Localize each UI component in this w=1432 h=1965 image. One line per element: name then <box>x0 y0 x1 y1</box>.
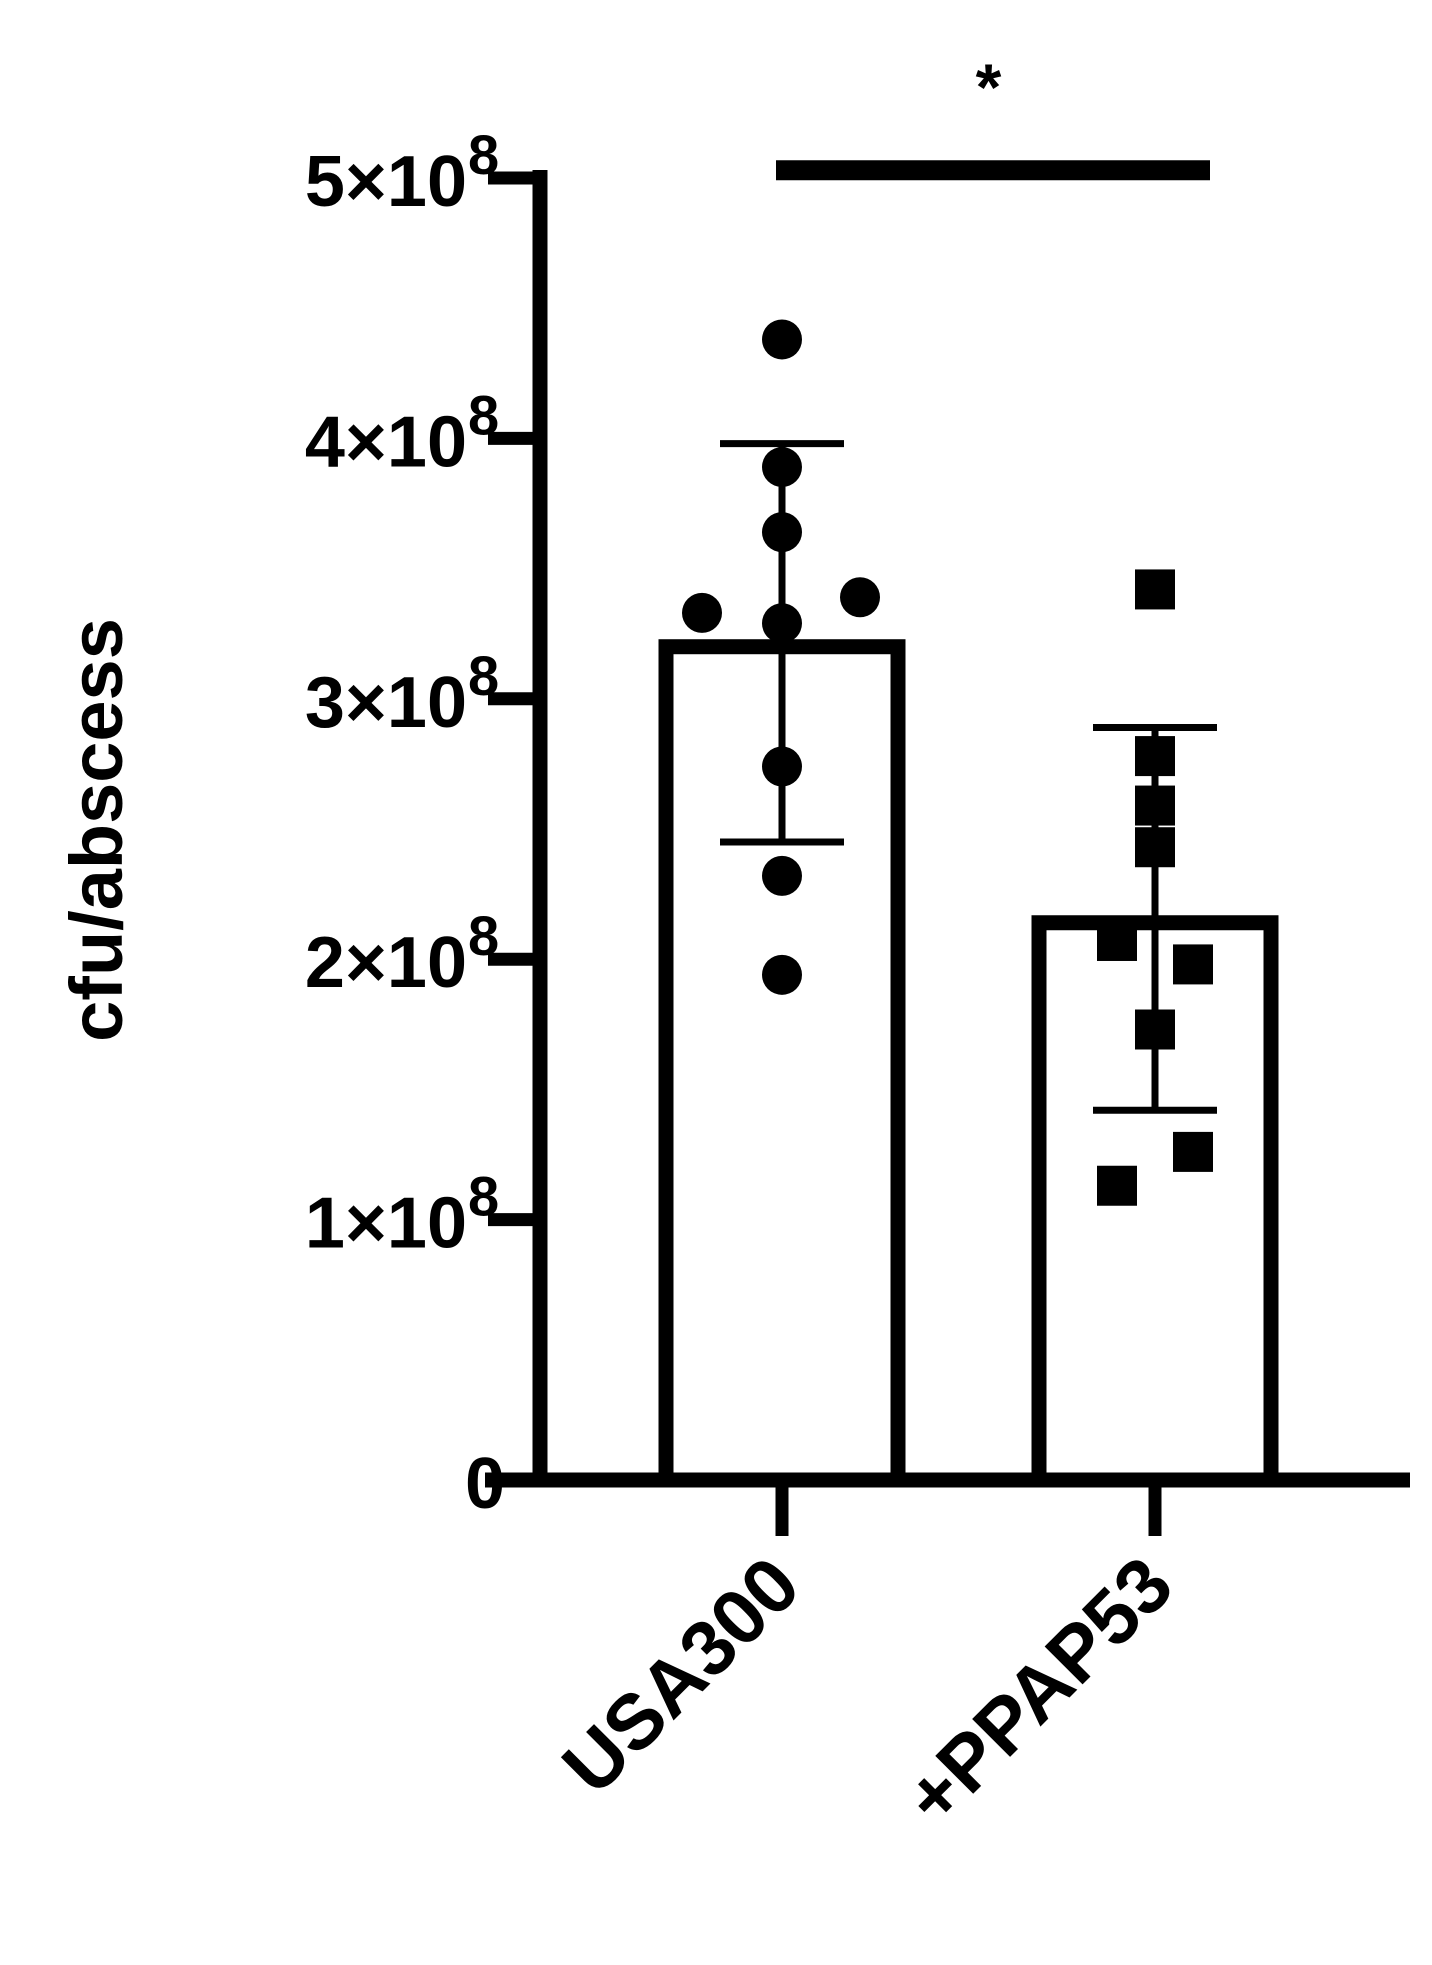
point-1-6 <box>1135 1009 1175 1050</box>
significance-layer: * <box>776 50 1210 181</box>
y-tick-exponent-3: 8 <box>468 644 499 707</box>
y-tick-exponent-5: 8 <box>468 123 499 186</box>
point-1-2 <box>1135 785 1175 826</box>
point-1-4 <box>1097 920 1137 961</box>
axes-layer <box>485 170 1410 1536</box>
y-tick-label-4: 4×10 <box>305 402 467 482</box>
y-tick-exponent-1: 8 <box>468 1165 499 1228</box>
point-0-5 <box>762 603 802 644</box>
point-0-3 <box>682 592 722 633</box>
point-1-3 <box>1135 827 1175 868</box>
y-axis-label: cfu/abscess <box>55 618 138 1042</box>
y-tick-label-0: 0 <box>465 1444 505 1524</box>
significance-label: * <box>976 50 1002 124</box>
point-0-2 <box>762 512 802 553</box>
y-tick-label-2: 2×10 <box>305 923 467 1003</box>
point-1-8 <box>1097 1165 1137 1206</box>
point-0-8 <box>762 954 802 995</box>
bars-layer <box>658 639 1279 1488</box>
y-tick-exponent-2: 8 <box>468 904 499 967</box>
point-1-1 <box>1135 736 1175 777</box>
point-1-7 <box>1173 1131 1213 1172</box>
point-0-6 <box>762 746 802 787</box>
point-0-1 <box>762 447 802 488</box>
y-tick-label-1: 1×10 <box>305 1184 467 1264</box>
y-tick-exponent-4: 8 <box>468 383 499 446</box>
x-tick-label-0: USA300 <box>545 1540 816 1811</box>
y-tick-label-5: 5×10 <box>305 142 467 222</box>
points-layer <box>682 319 1213 1206</box>
point-1-5 <box>1173 944 1213 985</box>
point-0-0 <box>762 319 802 360</box>
point-0-4 <box>840 577 880 618</box>
x-tick-label-1: +PPAP53 <box>887 1540 1189 1842</box>
point-1-0 <box>1135 569 1175 610</box>
y-tick-label-3: 3×10 <box>305 663 467 743</box>
point-0-7 <box>762 855 802 896</box>
